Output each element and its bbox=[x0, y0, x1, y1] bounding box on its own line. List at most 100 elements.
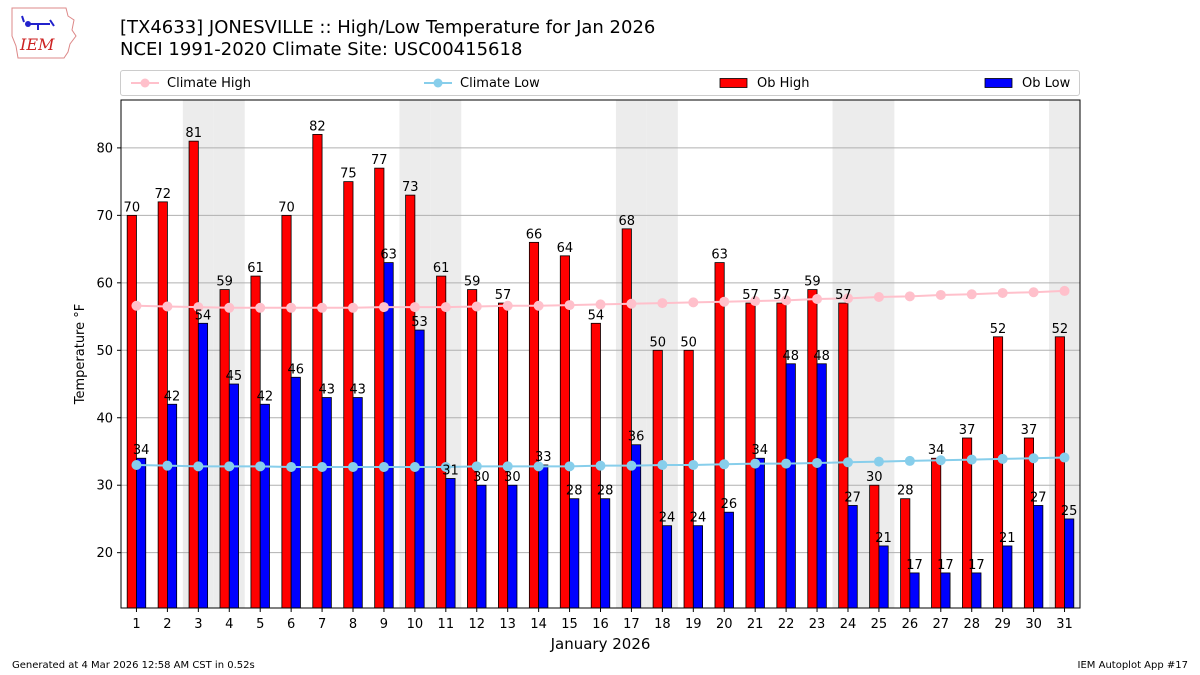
ob-low-label: 27 bbox=[1030, 490, 1047, 505]
ob-low-bar bbox=[661, 525, 673, 609]
ob-low-bar bbox=[445, 478, 456, 609]
ob-low-bar bbox=[1002, 545, 1013, 609]
climate-high-point bbox=[626, 298, 637, 309]
ob-high-bar bbox=[467, 289, 478, 609]
ob-high-bar bbox=[312, 134, 323, 609]
y-tick-label: 60 bbox=[96, 276, 113, 291]
ob-high-bar bbox=[683, 349, 694, 609]
climate-low-point bbox=[162, 460, 173, 471]
ob-low-bar bbox=[1033, 505, 1044, 609]
climate-low-point bbox=[348, 462, 359, 473]
ob-low-label: 27 bbox=[844, 490, 861, 505]
ob-high-bar bbox=[745, 302, 756, 609]
climate-high-point bbox=[873, 291, 884, 302]
ob-low-bar bbox=[754, 457, 765, 609]
climate-high-point bbox=[781, 295, 792, 306]
ob-low-bar bbox=[538, 464, 549, 609]
y-tick-label: 70 bbox=[96, 209, 113, 224]
ob-high-label: 30 bbox=[866, 470, 883, 485]
y-tick-label: 80 bbox=[96, 141, 113, 156]
ob-high-label: 59 bbox=[464, 275, 481, 290]
climate-low-point bbox=[626, 460, 637, 471]
climate-high-line bbox=[136, 289, 1065, 309]
ob-low-label: 33 bbox=[535, 450, 552, 465]
x-tick-label: 28 bbox=[963, 617, 980, 632]
climate-low-point bbox=[255, 461, 266, 472]
ob-low-label: 48 bbox=[813, 349, 830, 364]
generated-timestamp: Generated at 4 Mar 2026 12:58 AM CST in … bbox=[12, 660, 255, 671]
svg-text:IEM: IEM bbox=[19, 35, 55, 54]
x-tick-label: 10 bbox=[407, 617, 424, 632]
climate-low-point bbox=[502, 461, 513, 472]
ob-low-bar bbox=[816, 363, 827, 609]
ob-high-label: 59 bbox=[216, 275, 233, 290]
ob-low-label: 21 bbox=[875, 531, 892, 546]
climate-high-point bbox=[348, 302, 359, 313]
x-tick-label: 22 bbox=[778, 617, 795, 632]
ob-high-label: 72 bbox=[154, 187, 171, 202]
y-tick-label: 40 bbox=[96, 411, 113, 426]
climate-high-point bbox=[378, 302, 389, 313]
x-tick-label: 2 bbox=[163, 617, 171, 632]
climate-high-point bbox=[1028, 287, 1039, 298]
climate-high-point bbox=[440, 302, 451, 313]
ob-low-label: 34 bbox=[133, 443, 150, 458]
ob-low-bar bbox=[197, 322, 209, 609]
climate-high-point bbox=[1059, 285, 1070, 296]
ob-low-label: 31 bbox=[442, 463, 459, 478]
climate-low-point bbox=[812, 457, 823, 468]
ob-high-bar bbox=[992, 336, 1004, 609]
ob-low-label: 28 bbox=[597, 484, 614, 499]
y-tick-label: 30 bbox=[96, 479, 113, 494]
climate-high-point bbox=[595, 299, 606, 310]
ob-low-bar bbox=[785, 363, 796, 609]
ob-high-label: 61 bbox=[247, 261, 264, 276]
x-tick-label: 27 bbox=[933, 617, 950, 632]
climate-low-point bbox=[842, 457, 853, 468]
ob-low-label: 17 bbox=[937, 558, 954, 573]
x-tick-label: 18 bbox=[654, 617, 671, 632]
ob-high-label: 77 bbox=[371, 153, 388, 168]
climate-high-point bbox=[162, 301, 173, 312]
iem-logo: IEM bbox=[11, 7, 77, 59]
ob-low-bar bbox=[569, 498, 580, 609]
ob-high-bar bbox=[405, 194, 416, 609]
x-tick-label: 25 bbox=[871, 617, 888, 632]
climate-low-point bbox=[935, 455, 946, 466]
x-tick-label: 14 bbox=[530, 617, 547, 632]
x-tick-label: 4 bbox=[225, 617, 233, 632]
ob-high-bar bbox=[807, 289, 818, 609]
ob-low-bar bbox=[290, 376, 301, 609]
climate-high-point bbox=[409, 302, 420, 313]
ob-low-bar bbox=[414, 329, 425, 609]
ob-high-bar bbox=[281, 214, 292, 609]
ob-low-label: 17 bbox=[906, 558, 923, 573]
legend-climate-low: Climate Low bbox=[424, 71, 540, 95]
ob-low-label: 30 bbox=[473, 470, 490, 485]
climate-low-point bbox=[1059, 452, 1070, 463]
ob-high-label: 50 bbox=[680, 335, 697, 350]
ob-high-label: 52 bbox=[990, 322, 1007, 337]
x-axis-label: January 2026 bbox=[550, 635, 651, 653]
x-tick-label: 31 bbox=[1056, 617, 1073, 632]
x-tick-label: 20 bbox=[716, 617, 733, 632]
app-label: IEM Autoplot App #17 bbox=[1077, 660, 1188, 671]
x-tick-label: 6 bbox=[287, 617, 295, 632]
ob-low-bar bbox=[940, 572, 951, 609]
ob-low-label: 21 bbox=[999, 531, 1016, 546]
ob-high-label: 34 bbox=[928, 443, 945, 458]
ob-low-bar bbox=[878, 545, 889, 609]
climate-high-point bbox=[193, 302, 204, 313]
ob-low-bar bbox=[476, 484, 487, 609]
climate-high-point bbox=[997, 287, 1008, 298]
ob-high-label: 50 bbox=[649, 335, 666, 350]
x-tick-label: 24 bbox=[840, 617, 857, 632]
weekend-shade bbox=[646, 100, 678, 608]
climate-low-point bbox=[657, 459, 668, 470]
ob-low-label: 42 bbox=[257, 389, 274, 404]
ob-high-label: 52 bbox=[1052, 322, 1069, 337]
climate-high-point bbox=[224, 302, 235, 313]
x-tick-label: 5 bbox=[256, 617, 264, 632]
weekend-shade bbox=[615, 100, 647, 608]
